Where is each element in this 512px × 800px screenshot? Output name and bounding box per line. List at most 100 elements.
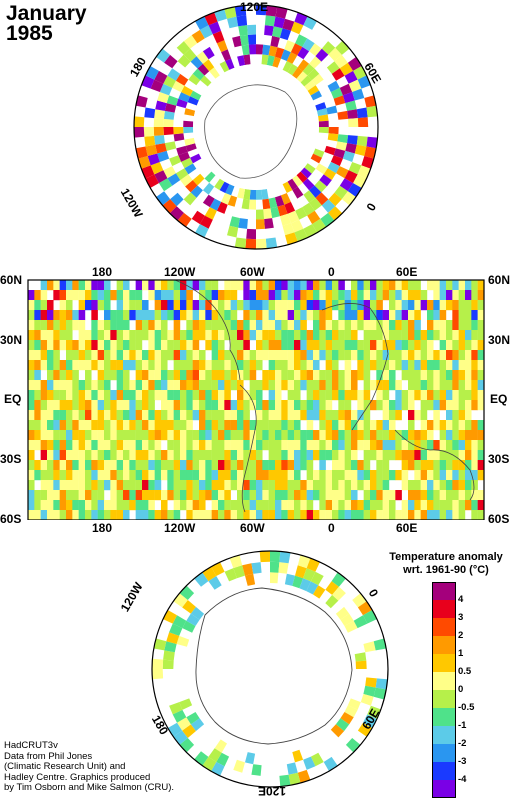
world-grid-cell — [338, 400, 345, 411]
world-grid-cell — [325, 440, 333, 451]
world-grid-cell — [262, 480, 269, 491]
world-grid-cell — [471, 450, 478, 461]
world-grid-cell — [338, 390, 345, 401]
world-grid-cell — [363, 430, 371, 441]
world-grid-cell — [135, 300, 143, 311]
world-grid-cell — [268, 400, 276, 411]
polar-grid-cell — [321, 41, 336, 55]
world-grid-cell — [427, 490, 434, 501]
polar-grid-cell — [302, 202, 315, 216]
world-grid-cell — [211, 380, 219, 391]
world-grid-cell — [376, 450, 383, 461]
world-grid-cell — [249, 500, 257, 511]
polar-grid-cell — [239, 34, 249, 46]
world-grid-cell — [294, 440, 301, 451]
world-grid-cell — [465, 440, 472, 451]
legend-swatch — [432, 744, 456, 763]
polar-grid-cell — [264, 218, 274, 229]
world-grid-cell — [357, 480, 364, 491]
world-grid-cell — [433, 450, 440, 461]
world-grid-cell — [344, 300, 352, 311]
world-grid-cell — [446, 300, 453, 311]
world-grid-cell — [344, 430, 352, 441]
world-grid-cell — [199, 440, 206, 451]
world-grid-cell — [313, 430, 320, 441]
title-month: January — [6, 2, 87, 25]
world-grid-cell — [262, 500, 269, 511]
world-grid-cell — [218, 290, 225, 301]
polar-grid-cell — [186, 613, 200, 626]
world-grid-cell — [129, 460, 136, 471]
polar-grid-cell — [163, 118, 174, 127]
polar-grid-cell — [357, 117, 369, 127]
world-grid-cell — [230, 450, 238, 461]
world-grid-cell — [294, 400, 301, 411]
polar-grid-cell — [208, 748, 222, 762]
world-grid-cell — [427, 420, 434, 431]
world-grid-cell — [287, 370, 295, 381]
world-grid-cell — [281, 350, 288, 361]
legend-label: -1 — [458, 720, 467, 731]
lat-label-left-30n: 30N — [0, 333, 23, 347]
world-grid-cell — [129, 390, 136, 401]
world-grid-cell — [408, 350, 415, 361]
world-grid-cell — [395, 450, 402, 461]
world-grid-cell — [249, 430, 257, 441]
world-grid-cell — [256, 280, 263, 291]
world-grid-cell — [275, 390, 282, 401]
world-grid-cell — [167, 510, 174, 520]
world-grid-cell — [123, 510, 130, 520]
world-grid-cell — [477, 460, 485, 471]
world-grid-cell — [446, 480, 453, 491]
world-grid-cell — [40, 350, 48, 361]
world-grid-cell — [224, 430, 231, 441]
polar-grid-cell — [318, 120, 329, 127]
world-grid-cell — [243, 330, 250, 341]
polar-grid-cell — [163, 127, 174, 136]
polar-grid-cell — [282, 18, 295, 31]
polar-grid-cell — [238, 25, 248, 36]
world-grid-cell — [142, 490, 149, 501]
world-grid-cell — [135, 490, 143, 501]
world-grid-cell — [135, 280, 143, 291]
polar-grid-cell — [202, 46, 215, 60]
world-grid-cell — [211, 500, 219, 511]
polar-grid-cell — [294, 12, 308, 26]
polar-grid-cell — [237, 55, 246, 67]
title-year: 1985 — [6, 22, 53, 45]
world-grid-cell — [211, 460, 219, 471]
world-grid-cell — [395, 280, 402, 291]
world-grid-cell — [218, 360, 225, 371]
world-grid-cell — [306, 290, 314, 301]
world-grid-cell — [59, 300, 67, 311]
world-grid-cell — [186, 280, 193, 291]
world-grid-cell — [344, 330, 352, 341]
world-grid-cell — [47, 420, 54, 431]
world-grid-cell — [224, 400, 231, 411]
world-grid-cell — [249, 280, 257, 291]
world-grid-cell — [129, 290, 136, 301]
world-grid-cell — [439, 500, 447, 511]
world-grid-cell — [300, 460, 307, 471]
world-grid-cell — [53, 450, 60, 461]
world-grid-cell — [319, 400, 326, 411]
world-grid-cell — [167, 440, 174, 451]
world-grid-cell — [40, 390, 48, 401]
polar-grid-cell — [326, 105, 338, 115]
polar-grid-cell — [292, 175, 303, 187]
world-grid-cell — [325, 300, 333, 311]
polar-grid-cell — [134, 127, 145, 138]
polar-grid-cell — [219, 181, 230, 193]
world-grid-cell — [192, 350, 200, 361]
polar-grid-cell — [182, 724, 196, 738]
world-grid-cell — [268, 460, 276, 471]
world-grid-cell — [40, 410, 48, 421]
polar-grid-cell — [297, 555, 311, 569]
north-polar-map — [133, 4, 379, 250]
polar-grid-cell — [154, 170, 168, 184]
polar-grid-cell — [328, 127, 339, 135]
world-grid-cell — [218, 350, 225, 361]
polar-grid-cell — [176, 41, 191, 55]
world-grid-cell — [148, 280, 155, 291]
world-grid-cell — [376, 430, 383, 441]
